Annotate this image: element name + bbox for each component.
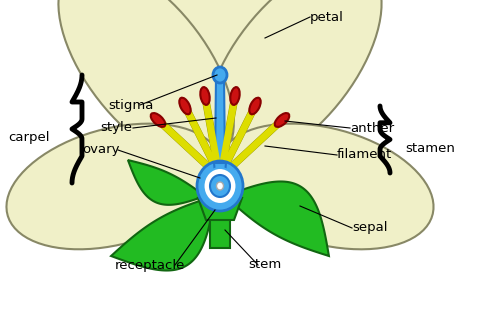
Text: carpel: carpel: [8, 132, 50, 145]
Ellipse shape: [274, 113, 289, 127]
Polygon shape: [215, 78, 225, 163]
Polygon shape: [219, 124, 434, 249]
Polygon shape: [6, 124, 221, 249]
Ellipse shape: [210, 175, 230, 197]
Polygon shape: [128, 160, 205, 205]
Ellipse shape: [213, 67, 227, 83]
Text: stamen: stamen: [405, 142, 455, 155]
Ellipse shape: [197, 161, 243, 211]
Text: filament: filament: [337, 149, 392, 162]
Text: stigma: stigma: [108, 99, 154, 112]
Ellipse shape: [204, 168, 236, 204]
Text: receptacle: receptacle: [115, 258, 186, 271]
Polygon shape: [225, 181, 329, 256]
Polygon shape: [111, 196, 215, 270]
Ellipse shape: [180, 98, 190, 114]
Polygon shape: [210, 218, 230, 248]
Text: sepal: sepal: [352, 221, 388, 234]
Polygon shape: [58, 0, 234, 165]
Polygon shape: [152, 0, 288, 158]
Ellipse shape: [216, 182, 224, 190]
Text: petal: petal: [310, 11, 344, 24]
Ellipse shape: [250, 98, 260, 114]
Ellipse shape: [200, 87, 209, 105]
Text: anther: anther: [350, 122, 394, 135]
Ellipse shape: [150, 113, 166, 127]
Ellipse shape: [230, 87, 239, 105]
Text: stem: stem: [248, 258, 281, 271]
Text: ovary: ovary: [82, 144, 120, 157]
Polygon shape: [206, 0, 382, 165]
Polygon shape: [214, 163, 226, 173]
Polygon shape: [198, 198, 242, 220]
Text: style: style: [100, 122, 132, 135]
